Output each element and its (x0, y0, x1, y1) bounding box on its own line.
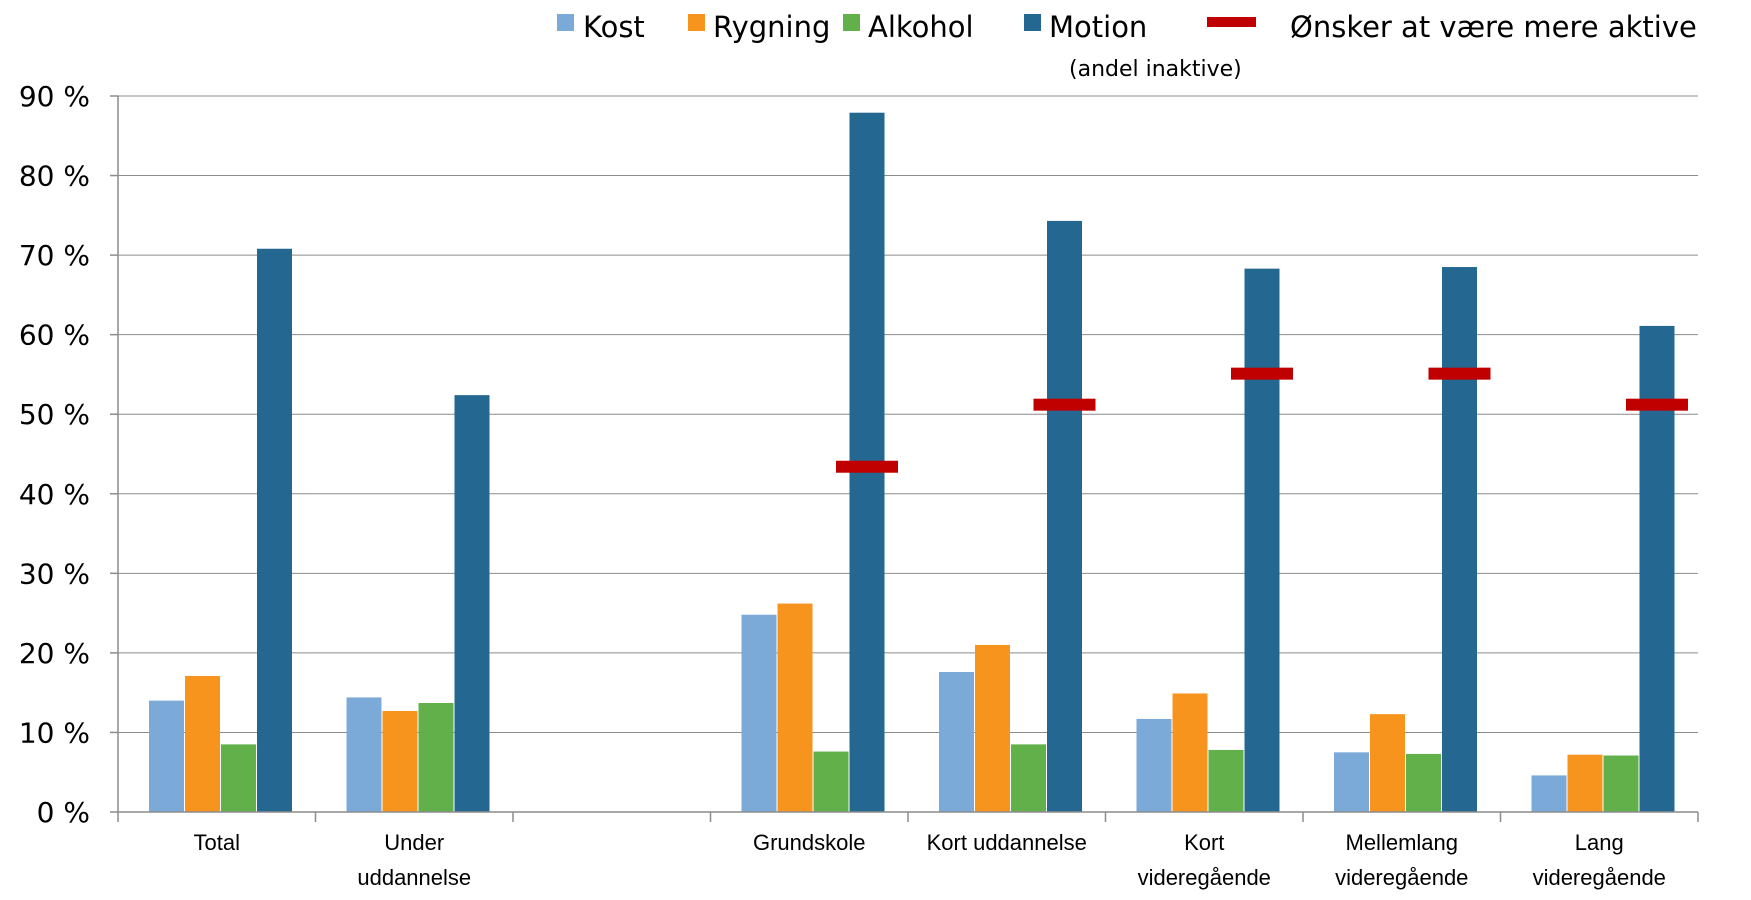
legend-label-alkohol: Alkohol (868, 10, 974, 44)
bar-rygning-5 (1172, 693, 1208, 812)
bar-kost-5 (1136, 718, 1172, 812)
bar-alkohol-6 (1406, 753, 1441, 812)
target-marker-7 (1626, 398, 1688, 411)
y-tick-label: 70 % (19, 239, 90, 272)
x-category-label: Lang (1575, 830, 1624, 855)
bar-motion-6 (1442, 267, 1477, 812)
x-axis-category-labels: Total Under uddannelse Grundskole Kort uddan… (194, 830, 1666, 890)
legend: Kost Rygning Alkohol Motion (andel inakt… (557, 10, 1697, 82)
bar-kost-6 (1334, 752, 1369, 812)
x-category-label: Kort uddannelse (927, 830, 1087, 855)
y-tick-label: 50 % (19, 398, 90, 431)
bar-rygning-1 (382, 710, 418, 812)
y-tick-label: 20 % (19, 637, 90, 670)
x-category-label: Under (384, 830, 444, 855)
legend-label-motion: Motion (1049, 10, 1147, 44)
y-tick-label: 10 % (19, 716, 90, 749)
legend-swatch-alkohol (843, 14, 860, 31)
bar-kost-3 (741, 614, 777, 812)
bar-rygning-3 (777, 603, 813, 812)
bar-kost-1 (346, 697, 382, 812)
gridlines (118, 95, 1698, 733)
bar-motion-5 (1244, 268, 1280, 812)
bar-alkohol-4 (1011, 744, 1046, 812)
x-category-label: Mellemlang (1346, 830, 1459, 855)
x-category-label: Grundskole (753, 830, 866, 855)
legend-label-target-marker: Ønsker at være mere aktive (1290, 10, 1697, 44)
y-tick-label: 80 % (19, 160, 90, 193)
x-category-label: Total (194, 830, 240, 855)
y-tick-label: 60 % (19, 319, 90, 352)
bar-alkohol-1 (418, 703, 454, 812)
x-category-label: Kort (1184, 830, 1224, 855)
bar-motion-4 (1047, 220, 1082, 812)
bar-rygning-7 (1567, 754, 1603, 812)
bars (149, 112, 1675, 812)
bar-alkohol-3 (813, 751, 849, 812)
x-category-label: videregående (1335, 865, 1468, 890)
target-marker-6 (1428, 367, 1491, 380)
x-category-label: videregående (1138, 865, 1271, 890)
legend-swatch-kost (557, 14, 574, 31)
target-marker-4 (1033, 398, 1096, 411)
bar-alkohol-5 (1208, 749, 1244, 812)
bar-motion-0 (257, 248, 292, 812)
bar-kost-7 (1531, 775, 1567, 812)
bar-kost-4 (939, 671, 974, 812)
bar-motion-1 (454, 395, 490, 812)
bar-kost-0 (149, 700, 184, 812)
x-category-label: uddannelse (357, 865, 471, 890)
legend-swatch-rygning (688, 14, 705, 31)
bar-rygning-6 (1370, 714, 1405, 812)
bar-rygning-4 (975, 644, 1010, 812)
y-tick-label: 40 % (19, 478, 90, 511)
legend-label-motion-sub: (andel inaktive) (1069, 57, 1242, 82)
bar-alkohol-7 (1603, 755, 1639, 812)
legend-label-kost: Kost (583, 10, 645, 44)
target-marker-3 (836, 460, 898, 473)
legend-swatch-target-marker (1207, 17, 1256, 27)
y-tick-label: 30 % (19, 557, 90, 590)
x-category-label: videregående (1533, 865, 1666, 890)
target-marker-5 (1231, 367, 1293, 380)
bar-alkohol-0 (221, 744, 256, 812)
y-tick-label: 0 % (37, 796, 90, 829)
legend-label-rygning: Rygning (713, 10, 830, 44)
axes (110, 95, 1699, 822)
y-axis-tick-labels: 0 % 10 % 20 % 30 % 40 % 50 % 60 % 70 % 80 % 90 % (19, 80, 90, 829)
target-markers (836, 367, 1688, 473)
bar-rygning-0 (185, 675, 220, 812)
y-tick-label: 90 % (19, 80, 90, 113)
legend-swatch-motion (1024, 14, 1041, 31)
